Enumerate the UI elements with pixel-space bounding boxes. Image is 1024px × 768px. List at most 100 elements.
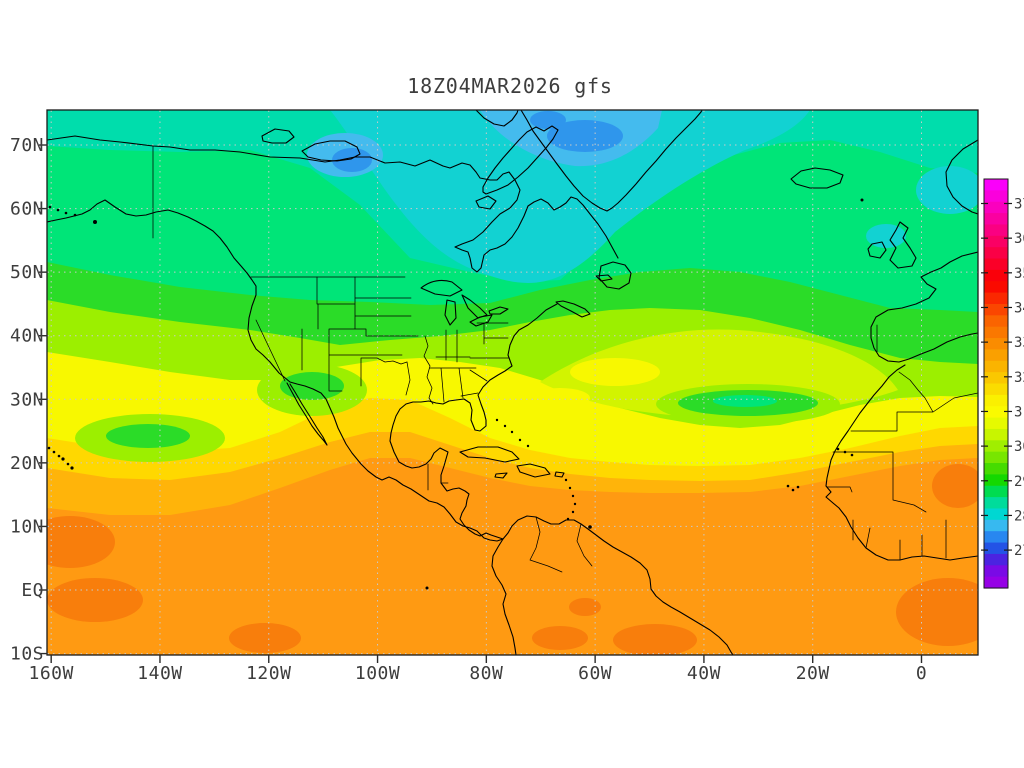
colorbar-segment-12 (984, 315, 1008, 328)
coastlines (47, 110, 978, 655)
nova-scotia (555, 300, 591, 318)
colorbar-legend: 375 366 354 345 336 327 315 306 297 288 276 (981, 178, 1024, 589)
coastline-west-africa (825, 364, 978, 561)
lat-label-30N: 30N (10, 389, 44, 410)
colorbar-segment-15 (984, 349, 1008, 362)
colorbar-segment-23 (984, 440, 1008, 453)
lat-label-60N: 60N (10, 199, 44, 220)
coastline-pacific-west (47, 199, 504, 542)
colorbar-segment-19 (984, 394, 1008, 407)
colorbar-segment-20 (984, 406, 1008, 419)
lon-label-160W: 160W (29, 663, 74, 684)
borders-west-africa (826, 371, 978, 561)
colorbar-segment-5 (984, 235, 1008, 248)
colorbar-label-288: 288 (1014, 508, 1024, 524)
lon-label-60W: 60W (578, 663, 612, 684)
lon-label-140W: 140W (137, 663, 182, 684)
lat-label-10N: 10N (10, 516, 44, 537)
island-southampton (475, 195, 497, 210)
lake-michigan (444, 299, 457, 326)
island-cuba (459, 446, 520, 463)
borders-us-east-states (405, 322, 510, 405)
map-frame (46, 109, 979, 656)
coastline-ellesmere (475, 110, 519, 127)
island-ireland (867, 241, 887, 259)
lat-label-10S: 10S (10, 644, 44, 665)
island-anticosti (595, 274, 613, 282)
lat-label-70N: 70N (10, 135, 44, 156)
colorbar-label-306: 306 (1014, 439, 1024, 455)
lon-label-0: 0 (916, 663, 927, 684)
colorbar-segment-10 (984, 292, 1008, 305)
colorbar-segment-35 (984, 576, 1008, 589)
colorbar-label-327: 327 (1014, 370, 1024, 386)
lon-label-120W: 120W (246, 663, 291, 684)
longitude-axis: 160W 140W 120W 100W 80W 60W 40W 20W 0 (29, 655, 927, 684)
graticule (47, 110, 978, 655)
field-detail-patches (75, 329, 898, 462)
lake-erie (469, 314, 493, 327)
field-cyan-pool (330, 110, 810, 283)
coastline-south-america-north (502, 515, 734, 655)
coastline-greenland (520, 110, 703, 212)
island-jamaica (494, 472, 508, 479)
colorbar-segment-14 (984, 338, 1008, 351)
colorbar-segment-34 (984, 565, 1008, 578)
island-victoria (301, 140, 361, 162)
colorbar-segment-2 (984, 201, 1008, 214)
lat-label-EQ: EQ (21, 580, 44, 601)
lake-ontario (488, 306, 509, 315)
colorbar-segment-32 (984, 542, 1008, 555)
coastline-north-america-arctic-hudson (47, 135, 619, 273)
lat-label-50N: 50N (10, 262, 44, 283)
field-blue-core-baffin (547, 120, 623, 152)
colorbar-segment-11 (984, 303, 1008, 316)
colorbar-segment-6 (984, 247, 1008, 260)
colorbar-segment-24 (984, 451, 1008, 464)
coastline-south-america-west (491, 538, 517, 655)
field-blue-core-west (332, 148, 372, 172)
latitude-axis: 70N 60N 50N 40N 30N 20N 10N EQ 10S (10, 135, 47, 665)
colorbar-segment-1 (984, 190, 1008, 203)
colorbar-label-276: 276 (1014, 543, 1024, 559)
island-banks (261, 128, 295, 144)
colorbar-segment-4 (984, 224, 1008, 237)
colorbar-segment-28 (984, 497, 1008, 510)
field-deep-orange-patches (47, 464, 978, 655)
lon-label-100W: 100W (355, 663, 400, 684)
colorbar-label-315: 315 (1014, 404, 1024, 420)
colorbar-segment-0 (984, 179, 1008, 191)
island-baffin (482, 125, 559, 195)
colorbar-segment-30 (984, 519, 1008, 532)
lat-label-40N: 40N (10, 326, 44, 347)
colorbar-label-375: 375 (1014, 197, 1024, 213)
colorbar-frame (983, 178, 1009, 589)
colorbar-segment-13 (984, 326, 1008, 339)
lon-label-80W: 80W (469, 663, 503, 684)
island-hispaniola (516, 463, 551, 478)
theta-e-field (47, 110, 978, 655)
colorbar-label-345: 345 (1014, 300, 1024, 316)
colorbar-segment-27 (984, 485, 1008, 498)
colorbar-segment-3 (984, 213, 1008, 226)
island-puerto-rico (554, 471, 565, 478)
colorbar-segment-22 (984, 428, 1008, 441)
colorbar-segment-33 (984, 553, 1008, 566)
lake-superior (420, 279, 463, 297)
political-borders (152, 145, 978, 573)
lon-label-40W: 40W (687, 663, 721, 684)
lake-huron (461, 294, 488, 319)
colorbar-label-366: 366 (1014, 231, 1024, 247)
borders-central-america (427, 463, 449, 491)
field-cyan-norway (916, 166, 978, 214)
colorbar-label-297: 297 (1014, 474, 1024, 490)
colorbar-segment-29 (984, 508, 1008, 521)
field-blue-core-north (530, 111, 566, 129)
colorbar-segment-17 (984, 372, 1008, 385)
title-init-time: 18Z04MAR2026 gfs (407, 74, 613, 98)
colorbar-segment-26 (984, 474, 1008, 487)
colorbar-label-336: 336 (1014, 335, 1024, 351)
colorbar-segment-7 (984, 258, 1008, 271)
colorbar-segment-31 (984, 531, 1008, 544)
